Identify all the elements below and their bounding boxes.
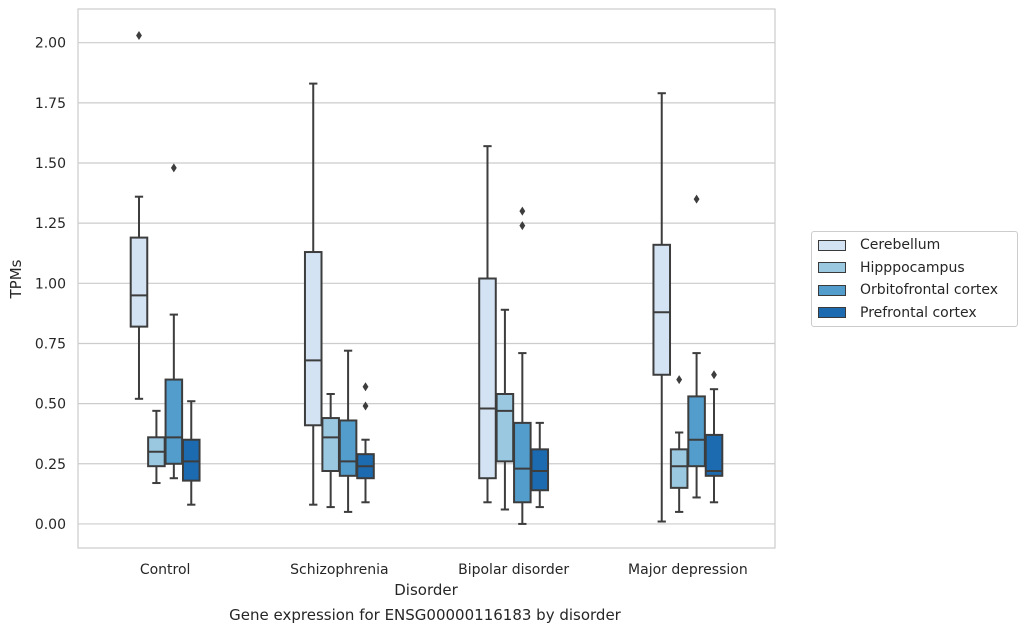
box-0-1	[303, 82, 323, 506]
box-1-3	[669, 375, 689, 513]
y-tick-label: 2.00	[35, 36, 66, 52]
x-tick-labels: Control Schizophrenia Bipolar disorder Majo…	[140, 562, 748, 578]
x-tick-label: Bipolar disorder	[458, 562, 569, 578]
box-3-2	[530, 421, 550, 509]
box-2-1	[338, 349, 358, 513]
legend-item: Orbitofrontal cortex	[818, 280, 998, 300]
legend-swatch	[818, 239, 846, 251]
outlier-point	[362, 382, 369, 392]
x-tick-label: Major depression	[628, 562, 748, 578]
outlier-point	[693, 194, 700, 204]
legend-label: Cerebellum	[860, 237, 941, 253]
legend-item: Hipppocampus	[818, 258, 965, 278]
y-tick-label: 1.00	[35, 276, 66, 292]
box-iqr	[513, 421, 532, 504]
legend-item: Prefrontal cortex	[818, 303, 977, 323]
box-iqr	[129, 236, 149, 328]
legend-item: Cerebellum	[818, 235, 940, 255]
y-tick-label: 0.00	[35, 517, 66, 533]
legend-label: Hipppocampus	[860, 259, 965, 276]
y-tick-label: 0.25	[35, 457, 66, 473]
box-1-1	[321, 393, 340, 509]
outlier-point	[136, 30, 142, 40]
x-tick-label: Control	[140, 562, 191, 578]
box-1-0	[147, 409, 166, 485]
y-tick-label: 1.75	[35, 96, 66, 112]
box-2-3	[687, 194, 706, 499]
chart-title: Gene expression for ENSG00000116183 by d…	[229, 606, 621, 624]
y-tick-label: 0.50	[35, 397, 66, 413]
box-iqr	[530, 448, 550, 492]
box-0-3	[652, 92, 672, 523]
outlier-point	[170, 163, 177, 173]
y-tick-labels: 0.00 0.25 0.50 0.75 1.00 1.25 1.50 1.75 2.00	[35, 36, 66, 533]
box-iqr	[495, 393, 515, 463]
box-3-1	[356, 382, 375, 504]
box-iqr	[164, 378, 184, 465]
box-iqr	[181, 438, 201, 482]
legend: Cerebellum Hipppocampus Orbitofrontal cort…	[811, 231, 1018, 327]
y-tick-label: 1.25	[35, 216, 66, 232]
x-tick-label: Schizophrenia	[290, 562, 388, 578]
y-tick-label: 0.75	[35, 336, 66, 352]
box-2-2	[513, 206, 532, 525]
box-iqr	[478, 277, 497, 480]
y-axis-label: TPMs	[7, 259, 25, 299]
y-tick-label: 1.50	[35, 156, 66, 172]
box-iqr	[652, 243, 672, 376]
box-iqr	[704, 433, 724, 477]
outlier-point	[362, 401, 369, 411]
legend-label: Prefrontal cortex	[860, 304, 977, 321]
outlier-point	[676, 375, 683, 385]
box-0-0	[129, 30, 149, 400]
plot-area-frame	[77, 8, 776, 549]
outlier-point	[519, 221, 526, 231]
box-3-0	[181, 400, 201, 506]
legend-swatch	[818, 262, 846, 273]
box-iqr	[687, 395, 706, 468]
legend-swatch	[818, 307, 846, 318]
box-3-3	[704, 370, 724, 504]
x-axis-label: Disorder	[394, 581, 458, 599]
box-iqr	[338, 419, 358, 477]
legend-swatch	[818, 284, 846, 296]
box-iqr	[669, 448, 689, 489]
box-iqr	[303, 251, 323, 427]
box-iqr	[321, 417, 340, 472]
box-1-2	[495, 308, 515, 511]
box-0-2	[478, 145, 497, 504]
boxes	[129, 30, 724, 525]
box-2-0	[164, 163, 184, 480]
outlier-point	[711, 370, 717, 380]
legend-label: Orbitofrontal cortex	[860, 282, 998, 298]
outlier-point	[519, 206, 526, 216]
